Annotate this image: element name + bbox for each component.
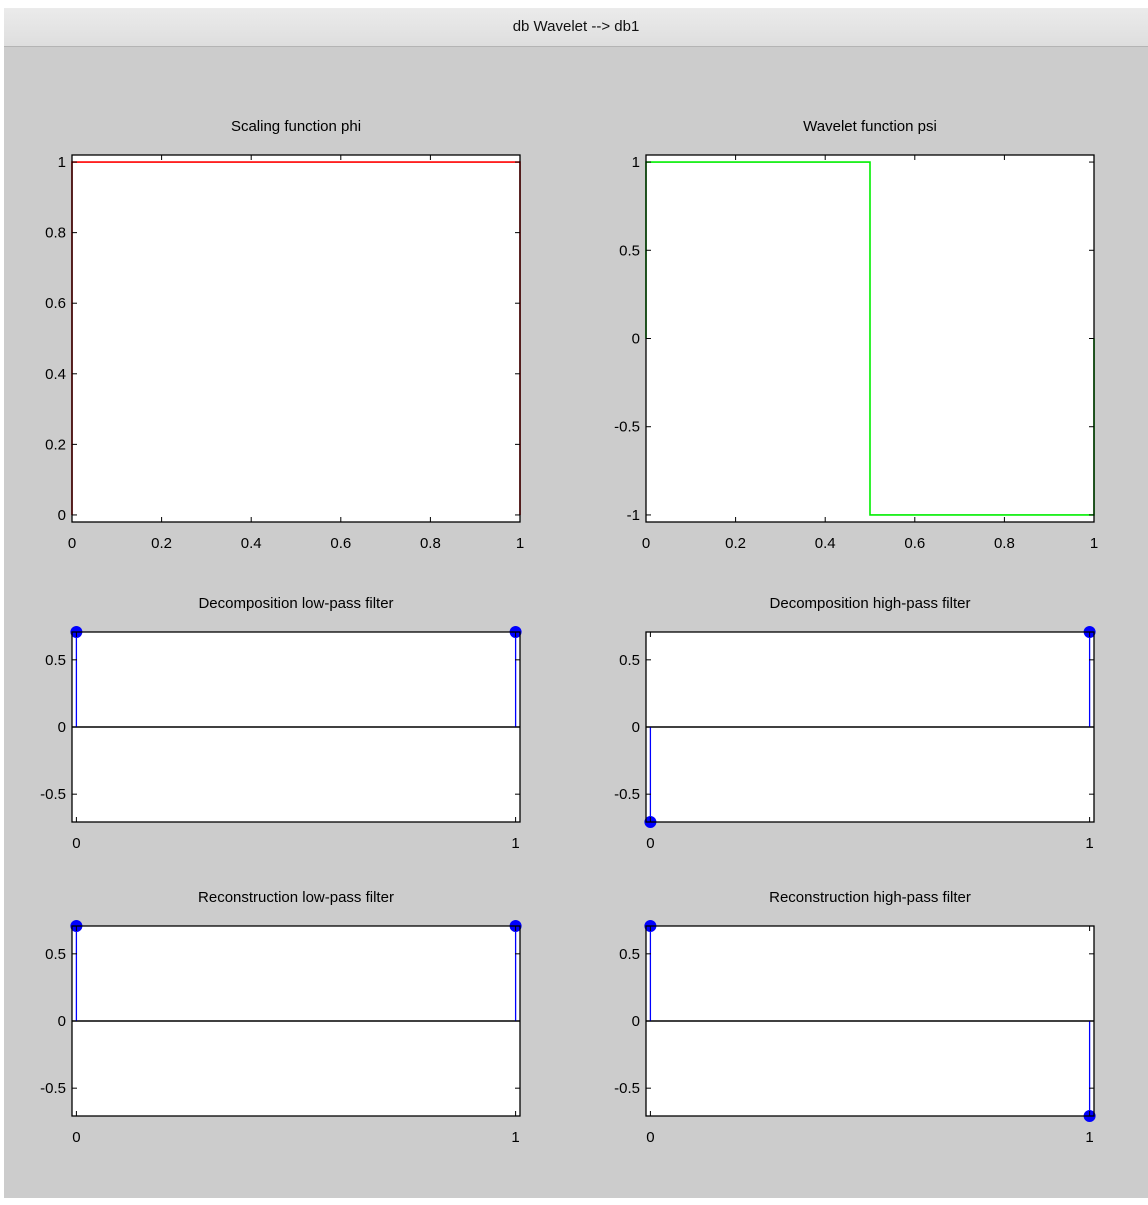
chart-rec-lo: Reconstruction low-pass filter 0 1 -0.5 0 0.5 [40, 889, 522, 1146]
x-tick-label: 1 [516, 535, 524, 552]
x-tick-label: 1 [1085, 1129, 1093, 1146]
y-tick-label: -0.5 [614, 419, 640, 436]
y-tick-label: 1 [632, 154, 640, 171]
x-tick-label: 0.4 [815, 535, 836, 552]
x-tick-label: 1 [511, 835, 519, 852]
x-tick-label: 0 [72, 835, 80, 852]
x-tick-label: 1 [1090, 535, 1098, 552]
chart-dec-hi: Decomposition high-pass filter 0 1 -0.5 0 0.5 [614, 595, 1096, 852]
x-tick-label: 0.2 [725, 535, 746, 552]
y-tick-label: -0.5 [40, 786, 66, 803]
y-tick-label: 0.5 [45, 652, 66, 669]
y-tick-label: 0 [58, 719, 66, 736]
y-tick-label: 0.8 [45, 225, 66, 242]
chart-title: Reconstruction low-pass filter [198, 889, 394, 906]
x-tick-label: 0.6 [330, 535, 351, 552]
x-tick-label: 0.2 [151, 535, 172, 552]
x-tick-label: 0 [72, 1129, 80, 1146]
chart-title: Decomposition low-pass filter [198, 595, 393, 612]
x-tick-label: 0.4 [241, 535, 262, 552]
y-tick-label: -1 [627, 507, 640, 524]
y-tick-label: 1 [58, 154, 66, 171]
y-tick-label: 0 [632, 1013, 640, 1030]
y-tick-label: 0 [58, 507, 66, 524]
x-tick-label: 0 [68, 535, 76, 552]
chart-rec-hi: Reconstruction high-pass filter 0 1 -0.5 0 0.… [614, 889, 1096, 1146]
chart-title: Reconstruction high-pass filter [769, 889, 971, 906]
window-title: db Wavelet --> db1 [512, 18, 640, 35]
y-tick-label: 0.2 [45, 436, 66, 453]
y-tick-label: 0 [632, 331, 640, 348]
window-title-bar: db Wavelet --> db1 [4, 8, 1148, 47]
x-tick-label: 1 [511, 1129, 519, 1146]
axes-box [71, 154, 521, 523]
chart-title: Decomposition high-pass filter [770, 595, 971, 612]
chart-phi: Scaling function phi 0 0.2 0.4 0.6 0.8 1 0 0.2 0.… [45, 118, 524, 552]
y-tick-label: 0.5 [619, 242, 640, 259]
plot-area [72, 155, 520, 522]
y-tick-label: -0.5 [614, 786, 640, 803]
x-tick-label: 1 [1085, 835, 1093, 852]
chart-title: Scaling function phi [231, 118, 361, 135]
chart-title: Wavelet function psi [803, 118, 937, 135]
y-tick-label: 0 [58, 1013, 66, 1030]
y-tick-label: 0.6 [45, 295, 66, 312]
x-tick-label: 0 [642, 535, 650, 552]
x-tick-label: 0 [646, 835, 654, 852]
y-tick-label: -0.5 [614, 1080, 640, 1097]
y-tick-label: -0.5 [40, 1080, 66, 1097]
chart-psi: Wavelet function psi 0 0.2 0.4 0.6 0.8 1 -1 -0.5… [614, 118, 1098, 552]
y-tick-label: 0.5 [619, 652, 640, 669]
chart-dec-lo: Decomposition low-pass filter 0 1 -0.5 0 0.5 [40, 595, 522, 852]
x-tick-label: 0.8 [420, 535, 441, 552]
y-tick-label: 0.5 [45, 946, 66, 963]
x-tick-label: 0 [646, 1129, 654, 1146]
x-tick-label: 0.6 [904, 535, 925, 552]
y-tick-label: 0 [632, 719, 640, 736]
y-tick-label: 0.4 [45, 366, 66, 383]
x-tick-label: 0.8 [994, 535, 1015, 552]
y-tick-label: 0.5 [619, 946, 640, 963]
